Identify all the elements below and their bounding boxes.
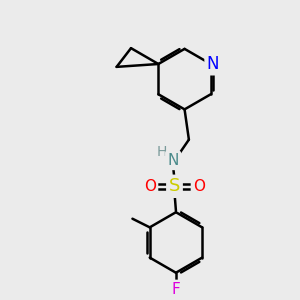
Text: N: N: [207, 55, 219, 73]
Text: F: F: [172, 282, 180, 297]
Text: S: S: [169, 177, 180, 195]
Text: N: N: [167, 153, 179, 168]
Text: H: H: [157, 145, 167, 159]
Text: O: O: [193, 179, 205, 194]
Text: O: O: [144, 179, 156, 194]
